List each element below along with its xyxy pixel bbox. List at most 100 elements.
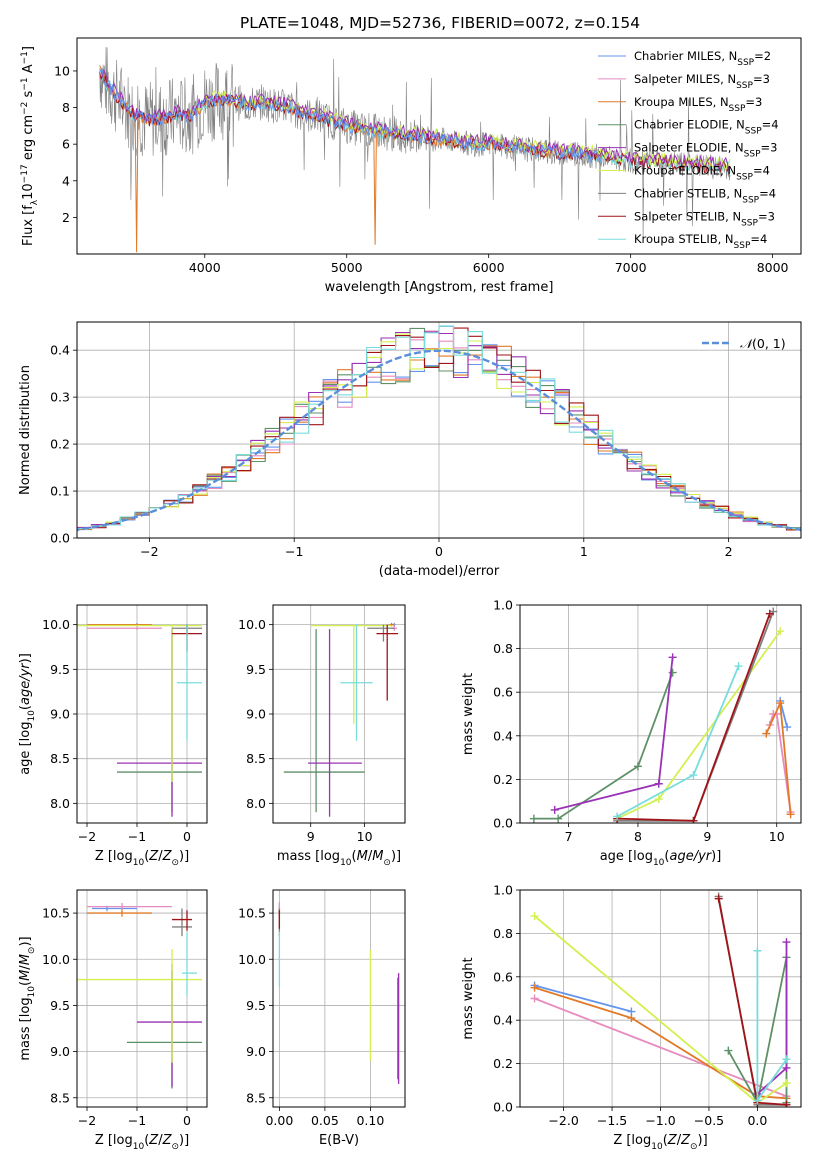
legend-entry-count: =3 [761, 141, 778, 155]
x-axis-label-text: (data-model)/error [379, 564, 500, 579]
x-tick-label: −2 [78, 1113, 96, 1128]
legend-entry: Chabrier STELIB, NSSP=4 [634, 186, 776, 205]
y-tick-label: 8.5 [50, 751, 70, 766]
subscript: ⊙ [27, 947, 37, 955]
subscript: λ [30, 199, 40, 205]
weight-marker [776, 627, 785, 636]
legend-entry-subscript: SSP [734, 241, 751, 251]
subscript: 10 [133, 858, 145, 868]
subscript: 10 [651, 1142, 663, 1152]
legend-entry-args: (0, 1) [752, 336, 786, 351]
legend-entry-subscript: SSP [729, 104, 746, 114]
x-tick-label: 4000 [189, 260, 221, 275]
subscript: 10 [133, 1142, 145, 1152]
weight-marker [668, 668, 677, 677]
label-part: ( [144, 849, 149, 864]
y-axis-label-text: mass weight [461, 957, 476, 1039]
weight-marker [689, 771, 698, 780]
plot-content [283, 622, 398, 817]
axes-frame [76, 37, 802, 255]
y-tick-label: 10 [54, 63, 70, 78]
y-tick-label: 1.0 [493, 883, 513, 898]
x-axis-label-text: Z [log [613, 1133, 651, 1148]
superscript: −1 [20, 51, 30, 64]
label-part: / [368, 849, 373, 864]
label-part: ] [21, 46, 36, 51]
weight-marker [654, 795, 663, 804]
label-part: M [372, 849, 383, 864]
y-tick-label: 9.5 [50, 662, 70, 677]
label-part: ( [144, 1133, 149, 1148]
x-axis-label-text: age [log [600, 849, 653, 864]
y-tick-label: 10.0 [42, 617, 70, 632]
label-part: A [21, 64, 36, 77]
label-part: / [677, 1133, 682, 1148]
label-part: / [18, 965, 33, 970]
label-part: s [21, 90, 36, 101]
legend-entry-subscript: SSP [742, 195, 759, 205]
y-tick-label: 2 [62, 210, 70, 225]
x-tick-label: −2 [78, 829, 96, 844]
y-axis-label: mass [log10(M/M⊙)] [18, 936, 37, 1060]
label-part: ( [664, 849, 669, 864]
x-tick-label: 8000 [757, 260, 789, 275]
label-part: Z [148, 1133, 159, 1148]
label-part: / [158, 849, 163, 864]
y-tick-label: 0.0 [493, 1100, 513, 1115]
legend: 𝒩(0, 1) [702, 336, 786, 351]
legend-entry-text: Salpeter MILES, N [634, 72, 736, 86]
spectrum-model-line [99, 68, 603, 165]
x-tick-label: 9 [703, 829, 711, 844]
y-tick-label: 1.0 [493, 598, 513, 613]
legend-entry-text: Chabrier STELIB, N [634, 186, 742, 200]
superscript: −2 [20, 102, 30, 115]
label-part: Z [148, 849, 159, 864]
label-part: ( [18, 981, 33, 986]
x-axis-label-text: wavelength [Angstrom, rest frame] [325, 280, 554, 295]
legend-entry: Chabrier ELODIE, NSSP=4 [634, 118, 779, 137]
plot-content [530, 892, 791, 1107]
gaussian-curve [77, 349, 801, 532]
y-tick-label: 0.3 [50, 390, 70, 405]
y-tick-label: 0.2 [493, 1056, 513, 1071]
y-tick-label: 9.5 [246, 998, 266, 1013]
subscript: 10 [27, 986, 37, 998]
plot-content [77, 902, 202, 1089]
legend-entry-subscript: SSP [737, 58, 754, 68]
subscript: 10 [340, 858, 352, 868]
label-part: M [357, 849, 368, 864]
y-tick-label: 8.0 [50, 796, 70, 811]
plot-area [520, 605, 801, 823]
y-tick-label: 0.4 [50, 343, 70, 358]
x-axis-label: Z [log10(Z/Z⊙)] [613, 1133, 707, 1152]
legend-entry: 𝒩(0, 1) [740, 336, 786, 351]
x-tick-label: 10 [769, 829, 785, 844]
y-tick-label: 10.0 [238, 617, 266, 632]
x-axis-label-text: Z [log [95, 1133, 133, 1148]
weight-marker [613, 812, 622, 821]
weight-marker [668, 653, 677, 662]
y-axis-label: Normed distribution [18, 365, 33, 495]
label-part: Z [162, 1133, 173, 1148]
y-axis-label-text: mass weight [461, 673, 476, 755]
y-axis-label: mass weight [461, 673, 476, 755]
subscript: 10 [653, 858, 665, 868]
y-tick-label: 0.4 [493, 1013, 513, 1028]
y-tick-label: 9.0 [246, 1044, 266, 1059]
label-part: ( [352, 849, 357, 864]
x-axis-label: (data-model)/error [379, 564, 500, 579]
weight-marker [530, 983, 539, 992]
plot-area [77, 890, 207, 1107]
y-tick-label: 0.0 [493, 816, 513, 831]
weight-marker [633, 762, 642, 771]
label-part: ( [18, 705, 33, 710]
spectrum-model-line [99, 69, 731, 171]
label-part: Z [680, 1133, 691, 1148]
subscript: ⊙ [171, 1142, 179, 1152]
weight-marker [724, 1046, 733, 1055]
weight-marker [753, 1096, 762, 1105]
weight-marker [783, 723, 792, 732]
weight-marker [782, 1063, 791, 1072]
